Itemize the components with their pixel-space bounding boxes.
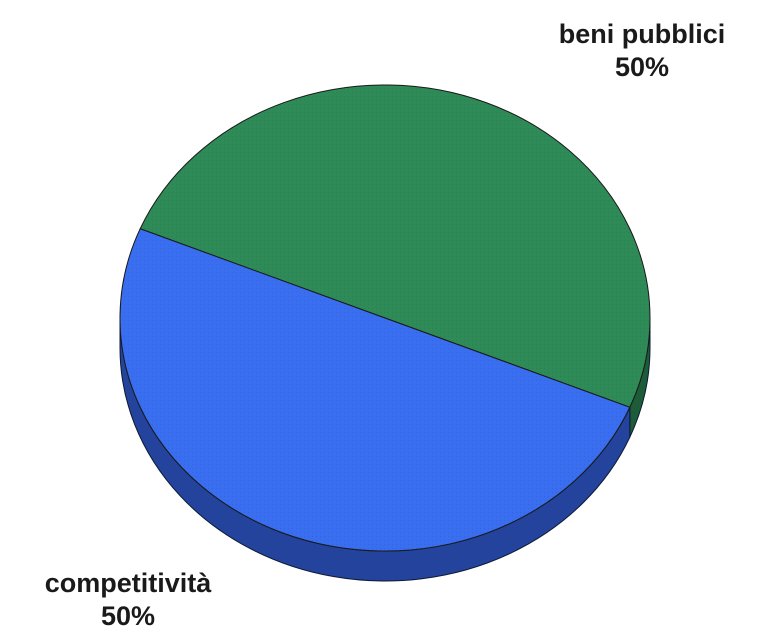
slice-label-competitivita: competitività 50% <box>6 567 250 633</box>
slice-label-beni-pubblici: beni pubblici 50% <box>520 18 764 84</box>
slice-percent: 50% <box>100 601 156 631</box>
slice-name: competitività <box>44 568 212 598</box>
slice-name: beni pubblici <box>558 19 726 49</box>
pie-slice-texture <box>119 228 630 552</box>
pie-slice-texture <box>140 84 651 408</box>
pie-slices <box>119 84 651 552</box>
slice-percent: 50% <box>614 52 670 82</box>
